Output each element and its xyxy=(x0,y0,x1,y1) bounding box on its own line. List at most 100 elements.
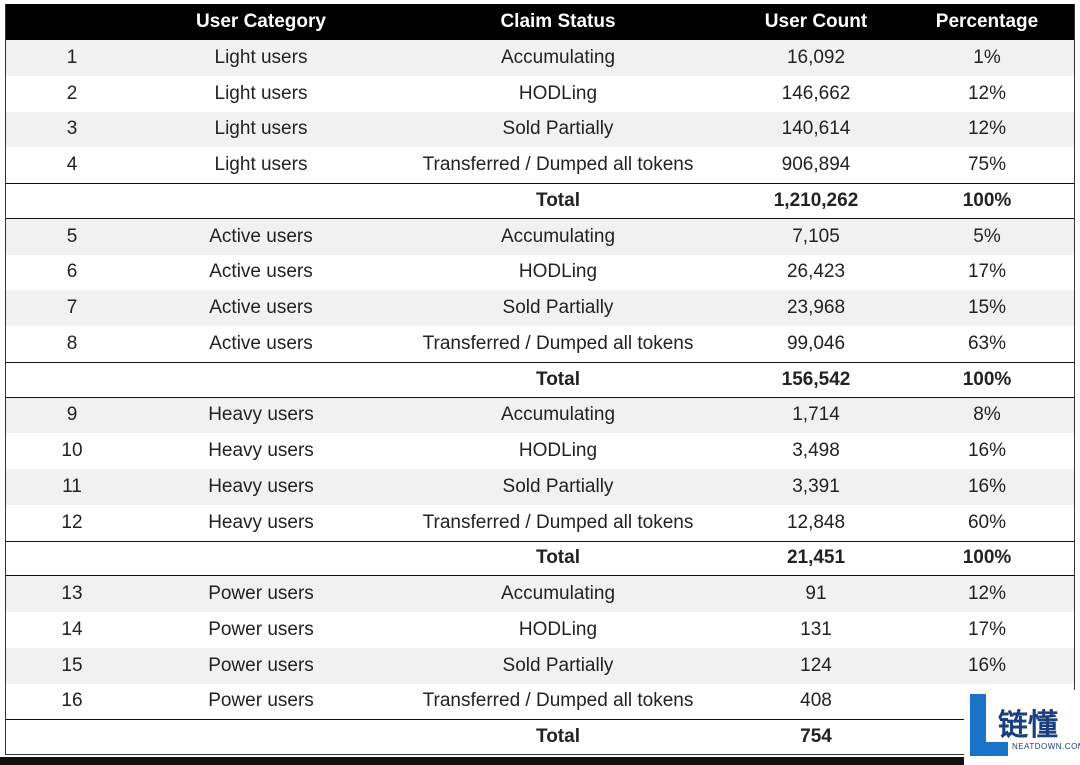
row-number: 5 xyxy=(66,225,78,247)
total-row: Total 156,542 100% xyxy=(5,361,1075,398)
total-label: Total xyxy=(536,726,580,748)
user-count: 7,105 xyxy=(792,225,840,247)
user-count: 156,542 xyxy=(781,368,851,390)
watermark-name: 链懂 xyxy=(998,709,1058,742)
row-number: 1 xyxy=(66,46,78,68)
user-category: Light users xyxy=(214,46,308,68)
row-number: 6 xyxy=(66,261,78,283)
user-category: Active users xyxy=(209,225,313,247)
table-row: 8 Active users Transferred / Dumped all to… xyxy=(5,326,1075,362)
percentage: 16% xyxy=(967,475,1007,497)
user-category: Light users xyxy=(214,154,308,176)
user-count: 1,714 xyxy=(792,404,840,426)
row-number: 13 xyxy=(61,583,83,605)
header-row: User Category Claim Status User Count Pe… xyxy=(5,4,1075,40)
row-number: 15 xyxy=(61,654,83,676)
row-number: 9 xyxy=(66,404,78,426)
percentage: 1% xyxy=(973,46,1001,68)
row-number: 11 xyxy=(62,475,82,497)
watermark: 链懂 NEATDOWN.COM xyxy=(964,690,1080,765)
claim-status: HODLing xyxy=(518,618,598,640)
claim-status: Accumulating xyxy=(500,583,616,605)
percentage: 5% xyxy=(973,225,1001,247)
table-row: 9 Heavy users Accumulating 1,714 8% xyxy=(5,397,1075,434)
total-label: Total xyxy=(536,368,580,390)
watermark-site: NEATDOWN.COM xyxy=(1012,742,1080,751)
user-category: Heavy users xyxy=(208,440,314,462)
total-row: Total 21,451 100% xyxy=(5,540,1075,577)
percentage: 100% xyxy=(962,547,1012,569)
claim-status: Transferred / Dumped all tokens xyxy=(422,154,694,176)
table-row: 4 Light users Transferred / Dumped all tok… xyxy=(5,147,1075,183)
table-row: 2 Light users HODLing 146,662 12% xyxy=(5,76,1075,112)
table-frame xyxy=(5,4,1075,755)
claim-status: Transferred / Dumped all tokens xyxy=(422,332,694,354)
user-count: 124 xyxy=(800,654,832,676)
header-cell: Claim Status xyxy=(500,11,616,32)
user-count: 146,662 xyxy=(781,82,851,104)
row-number: 12 xyxy=(61,511,83,533)
table-row: 11 Heavy users Sold Partially 3,391 16% xyxy=(5,469,1075,505)
user-category: Power users xyxy=(208,654,314,676)
percentage: 17% xyxy=(967,618,1007,640)
claim-status: Transferred / Dumped all tokens xyxy=(422,511,694,533)
table-row: 7 Active users Sold Partially 23,968 15% xyxy=(5,290,1075,326)
row-number: 4 xyxy=(66,154,78,176)
user-category: Power users xyxy=(208,583,314,605)
table-row: 15 Power users Sold Partially 124 16% xyxy=(5,647,1075,684)
percentage: 12% xyxy=(967,583,1007,605)
user-category: Heavy users xyxy=(208,475,314,497)
user-category: Active users xyxy=(209,297,313,319)
table-row: 13 Power users Accumulating 91 12% xyxy=(5,576,1075,612)
user-category: Heavy users xyxy=(208,511,314,533)
percentage: 12% xyxy=(967,82,1007,104)
percentage: 16% xyxy=(967,440,1007,462)
user-count: 906,894 xyxy=(781,154,851,176)
user-category: Light users xyxy=(214,118,308,140)
percentage: 17% xyxy=(967,261,1007,283)
user-count: 99,046 xyxy=(786,332,846,354)
user-count: 3,391 xyxy=(792,475,840,497)
claim-status: Sold Partially xyxy=(502,297,614,319)
table-row: 12 Heavy users Transferred / Dumped all to… xyxy=(5,505,1075,541)
total-label: Total xyxy=(536,189,580,211)
total-row: Total 1,210,262 100% xyxy=(5,183,1075,219)
table-row: 6 Active users HODLing 26,423 17% xyxy=(5,255,1075,291)
percentage: 15% xyxy=(967,297,1007,319)
claim-status: HODLing xyxy=(518,440,598,462)
percentage: 63% xyxy=(967,332,1007,354)
row-number: 10 xyxy=(61,440,83,462)
user-count: 3,498 xyxy=(792,440,840,462)
user-count: 12,848 xyxy=(786,511,846,533)
header-cell: Percentage xyxy=(935,11,1039,32)
row-number: 3 xyxy=(66,118,78,140)
logo-bar xyxy=(970,694,986,756)
claim-status: HODLing xyxy=(518,82,598,104)
row-number: 7 xyxy=(66,297,78,319)
user-category: Power users xyxy=(208,690,314,712)
percentage: 8% xyxy=(973,404,1001,426)
table-row: 3 Light users Sold Partially 140,614 12% xyxy=(5,111,1075,148)
user-count: 91 xyxy=(805,583,827,605)
table-row: 14 Power users HODLing 131 17% xyxy=(5,612,1075,648)
table-row: 10 Heavy users HODLing 3,498 16% xyxy=(5,433,1075,469)
percentage: 12% xyxy=(967,118,1007,140)
percentage: 60% xyxy=(967,511,1007,533)
user-count: 408 xyxy=(800,690,832,712)
user-count: 23,968 xyxy=(786,297,846,319)
user-category: Light users xyxy=(214,82,308,104)
claim-status: Sold Partially xyxy=(502,118,614,140)
claim-status: HODLing xyxy=(518,261,598,283)
claim-status: Accumulating xyxy=(500,46,616,68)
row-number: 14 xyxy=(61,618,83,640)
logo-bar xyxy=(970,742,1008,756)
user-count: 16,092 xyxy=(786,46,846,68)
row-number: 2 xyxy=(66,82,78,104)
user-count: 131 xyxy=(800,618,832,640)
claim-status: Sold Partially xyxy=(502,654,614,676)
user-category: Active users xyxy=(209,332,313,354)
row-number: 16 xyxy=(61,690,83,712)
user-count: 140,614 xyxy=(781,118,851,140)
header-cell: User Count xyxy=(764,11,868,32)
